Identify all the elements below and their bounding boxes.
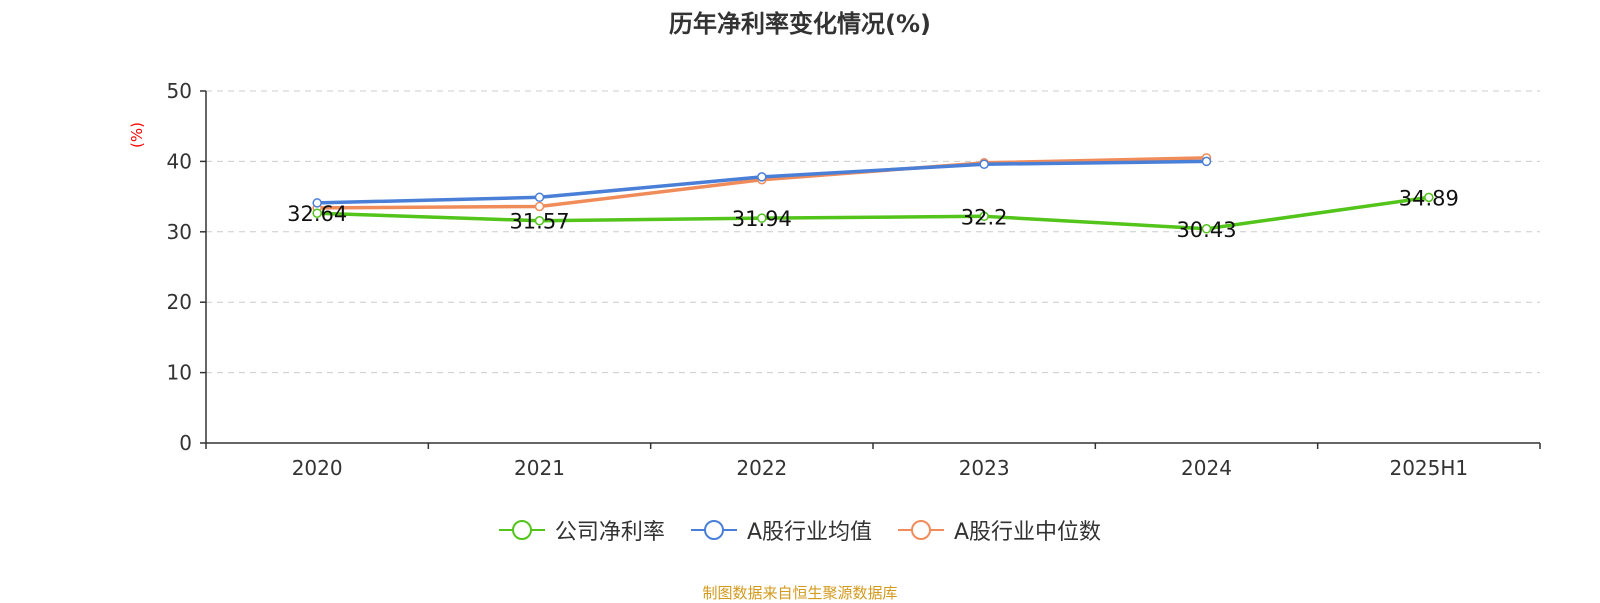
x-tick-label: 2025H1 bbox=[1389, 456, 1468, 480]
data-point bbox=[1201, 224, 1212, 234]
data-point bbox=[757, 172, 767, 182]
data-label: 32.64 bbox=[287, 202, 347, 226]
x-tick-label: 2022 bbox=[736, 456, 787, 480]
legend-label: 公司净利率 bbox=[554, 520, 665, 545]
source-note: 制图数据来自恒生聚源数据库 bbox=[702, 584, 898, 602]
legend-label: A股行业均值 bbox=[746, 520, 872, 545]
data-point bbox=[534, 192, 545, 203]
legend-label: A股行业中位数 bbox=[954, 520, 1102, 545]
data-label: 31.94 bbox=[732, 207, 792, 231]
data-point bbox=[534, 215, 545, 226]
y-tick-label: 50 bbox=[167, 79, 192, 103]
legend: 公司净利率 A股行业均值 A股行业中位数 bbox=[0, 514, 1600, 546]
y-tick-label: 10 bbox=[167, 361, 192, 385]
x-tick-label: 2024 bbox=[1181, 456, 1232, 480]
legend-item-industry-mean[interactable]: A股行业均值 bbox=[690, 514, 872, 546]
legend-line-marker-icon bbox=[898, 520, 944, 540]
x-tick-label: 2023 bbox=[959, 456, 1010, 480]
data-point bbox=[1424, 192, 1434, 203]
y-tick-label: 40 bbox=[167, 149, 192, 173]
data-point bbox=[979, 159, 989, 169]
y-tick-label: 0 bbox=[179, 431, 192, 455]
x-tick-label: 2020 bbox=[292, 456, 343, 480]
y-tick-label: 30 bbox=[167, 220, 192, 244]
y-tick-label: 20 bbox=[167, 290, 192, 314]
data-label: 32.2 bbox=[961, 205, 1008, 229]
data-point bbox=[757, 213, 767, 223]
legend-line-marker-icon bbox=[690, 520, 737, 540]
data-label: 30.43 bbox=[1176, 218, 1236, 242]
data-point bbox=[1201, 156, 1212, 167]
data-label: 34.89 bbox=[1399, 186, 1459, 210]
legend-item-industry-median[interactable]: A股行业中位数 bbox=[898, 514, 1101, 546]
data-label: 31.57 bbox=[509, 210, 569, 234]
legend-item-company-net-margin[interactable]: 公司净利率 bbox=[498, 514, 665, 546]
chart-title: 历年净利率变化情况(%) bbox=[669, 10, 931, 38]
data-point bbox=[312, 198, 322, 208]
data-point bbox=[312, 208, 322, 218]
data-point bbox=[534, 201, 545, 212]
legend-line-marker-icon bbox=[498, 520, 545, 540]
data-point bbox=[979, 211, 989, 222]
series-line bbox=[317, 195, 1430, 231]
x-tick-label: 2021 bbox=[514, 456, 565, 480]
